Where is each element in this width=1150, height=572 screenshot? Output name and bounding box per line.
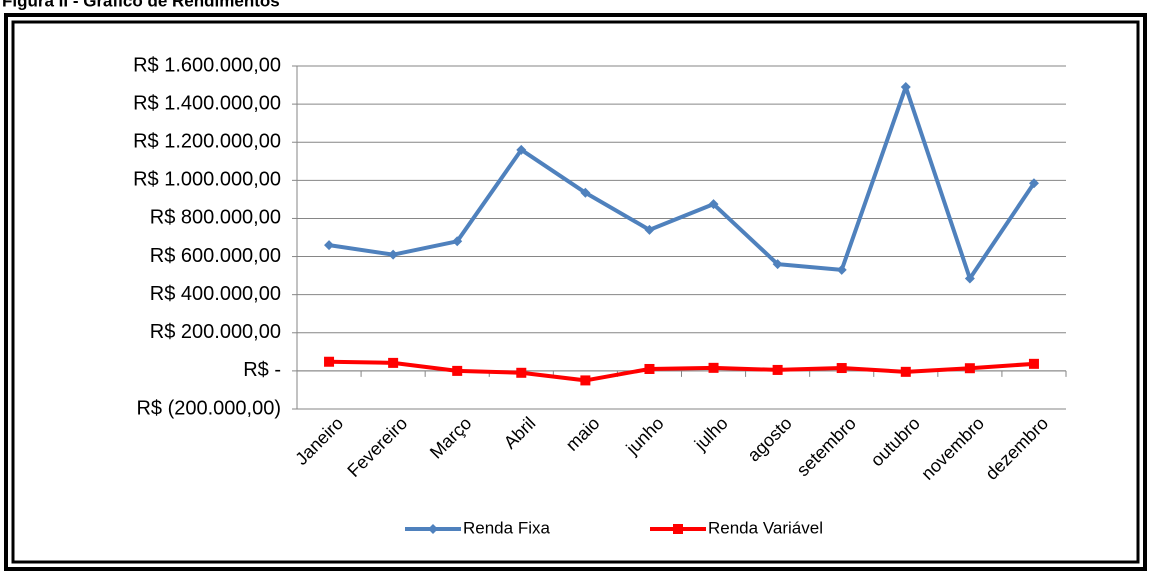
point xyxy=(516,144,527,155)
series-line xyxy=(328,84,1036,281)
point xyxy=(324,240,335,251)
point xyxy=(388,357,399,368)
point xyxy=(452,365,463,376)
point xyxy=(516,367,527,378)
point xyxy=(708,362,719,373)
inner-frame xyxy=(11,20,1140,564)
point xyxy=(644,363,655,374)
point xyxy=(900,81,911,92)
legend-marker xyxy=(428,524,438,534)
point xyxy=(388,249,399,260)
legend-label: Renda Fixa xyxy=(463,518,550,537)
point xyxy=(1028,178,1039,189)
point xyxy=(1028,358,1039,369)
y-tick-label: R$ 1.200.000,00 xyxy=(133,131,281,153)
point xyxy=(772,259,783,270)
point xyxy=(836,363,847,374)
y-tick-label: R$ 200.000,00 xyxy=(150,321,281,343)
y-tick-label: R$ 600.000,00 xyxy=(150,245,281,267)
y-tick-label: R$ (200.000,00) xyxy=(136,397,281,419)
point xyxy=(452,236,463,247)
point xyxy=(324,356,335,367)
y-tick-label: R$ 400.000,00 xyxy=(150,283,281,305)
point xyxy=(580,187,591,198)
y-tick-label: R$ 1.400.000,00 xyxy=(133,92,281,114)
point xyxy=(644,224,655,235)
legend-label: Renda Variável xyxy=(708,518,823,537)
point xyxy=(964,273,975,284)
y-tick-label: R$ 1.600.000,00 xyxy=(133,54,281,76)
point xyxy=(708,199,719,210)
series-line xyxy=(329,359,1035,383)
y-tick-label: R$ 1.000.000,00 xyxy=(133,169,281,191)
chart-title: Figura II - Gráfico de Rendimentos xyxy=(2,0,280,10)
point xyxy=(964,363,975,374)
outer-frame xyxy=(4,13,1147,571)
y-tick-label: R$ - xyxy=(243,359,281,381)
point xyxy=(772,364,783,375)
y-tick-label: R$ 800.000,00 xyxy=(150,207,281,229)
legend-marker xyxy=(673,524,683,534)
point xyxy=(836,264,847,275)
point xyxy=(580,375,591,386)
point xyxy=(900,366,911,377)
